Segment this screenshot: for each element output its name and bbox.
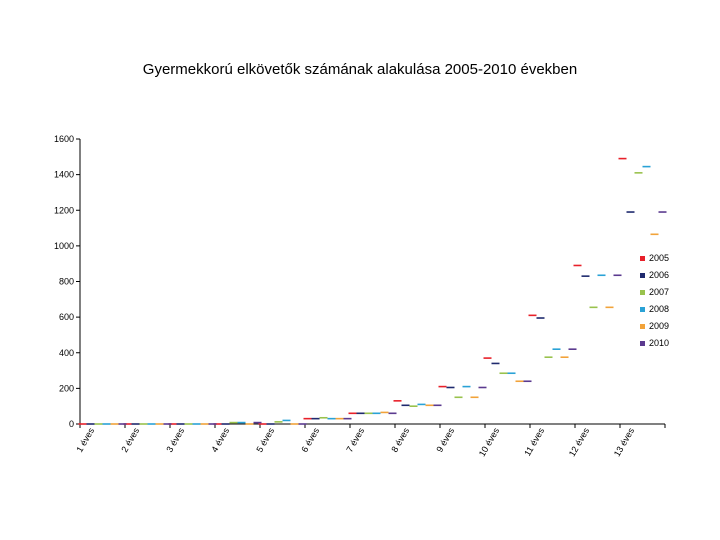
legend-swatch <box>640 273 645 278</box>
y-tick-label: 1400 <box>54 170 74 180</box>
x-tick-label: 8 éves <box>389 426 411 454</box>
y-tick-label: 400 <box>59 348 74 358</box>
legend-swatch <box>640 256 645 261</box>
x-tick-label: 4 éves <box>209 426 231 454</box>
legend-label: 2009 <box>649 321 669 331</box>
x-tick-label: 5 éves <box>254 426 276 454</box>
legend-swatch <box>640 290 645 295</box>
y-tick-label: 200 <box>59 383 74 393</box>
x-tick-label: 2 éves <box>119 426 141 454</box>
y-tick-label: 0 <box>69 419 74 429</box>
legend-label: 2008 <box>649 304 669 314</box>
x-tick-label: 9 éves <box>434 426 456 454</box>
legend-swatch <box>640 324 645 329</box>
legend-swatch <box>640 341 645 346</box>
data-marks <box>78 157 667 425</box>
legend-label: 2007 <box>649 287 669 297</box>
legend-swatch <box>640 307 645 312</box>
legend: 2005 2006 2007 2008 2009 2010 <box>640 253 669 348</box>
x-tick-label: 6 éves <box>299 426 321 454</box>
legend-label: 2006 <box>649 270 669 280</box>
x-tick-label: 11 éves <box>522 426 546 458</box>
x-tick-label: 12 éves <box>567 426 592 459</box>
y-tick-label: 800 <box>59 277 74 287</box>
y-tick-label: 1000 <box>54 241 74 251</box>
legend-label: 2010 <box>649 338 669 348</box>
x-tick-label: 7 éves <box>344 426 366 454</box>
x-tick-label: 1 éves <box>74 426 96 454</box>
x-tick-label: 10 éves <box>477 426 502 459</box>
y-tick-label: 1600 <box>54 134 74 144</box>
chart-title: Gyermekkorú elkövetők számának alakulása… <box>143 61 577 78</box>
y-tick-label: 1200 <box>54 205 74 215</box>
axes: 0 200 400 600 800 1000 1200 1400 1600 1 éves 2 éve… <box>54 134 666 459</box>
x-tick-label: 3 éves <box>164 426 186 454</box>
x-tick-label: 13 éves <box>612 426 637 459</box>
legend-label: 2005 <box>649 253 669 263</box>
y-tick-label: 600 <box>59 312 74 322</box>
